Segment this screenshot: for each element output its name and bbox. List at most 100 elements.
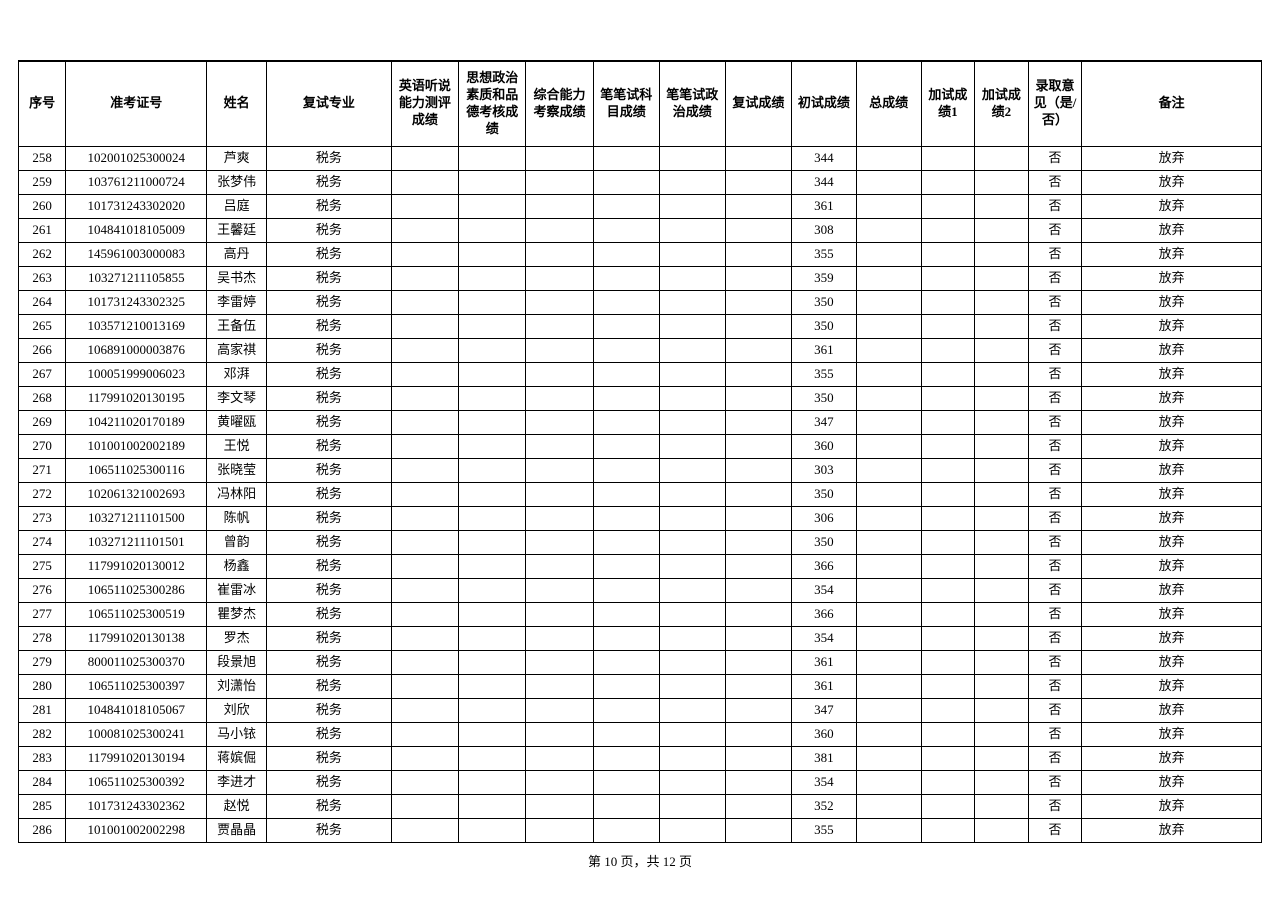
table-cell: 103571210013169: [66, 314, 207, 338]
table-cell: [459, 314, 526, 338]
col-remark: 备注: [1082, 61, 1262, 146]
table-cell: [459, 242, 526, 266]
table-cell: [921, 554, 975, 578]
table-cell: 否: [1028, 410, 1082, 434]
table-cell: 税务: [267, 410, 392, 434]
col-english: 英语听说能力测评成绩: [391, 61, 458, 146]
table-cell: [725, 722, 791, 746]
table-cell: 税务: [267, 338, 392, 362]
table-cell: 税务: [267, 434, 392, 458]
table-cell: [391, 770, 458, 794]
table-cell: [659, 218, 725, 242]
table-cell: [659, 530, 725, 554]
table-cell: [391, 434, 458, 458]
table-cell: [725, 338, 791, 362]
table-cell: [856, 650, 921, 674]
table-cell: 800011025300370: [66, 650, 207, 674]
table-cell: [659, 578, 725, 602]
table-cell: [725, 770, 791, 794]
table-cell: [975, 698, 1029, 722]
table-cell: 吕庭: [207, 194, 267, 218]
table-cell: [659, 650, 725, 674]
table-cell: 瞿梦杰: [207, 602, 267, 626]
table-cell: 106511025300286: [66, 578, 207, 602]
table-cell: [526, 218, 593, 242]
table-cell: [593, 242, 659, 266]
table-cell: 崔雷冰: [207, 578, 267, 602]
table-cell: 104841018105009: [66, 218, 207, 242]
table-cell: [659, 770, 725, 794]
table-cell: [659, 746, 725, 770]
table-cell: 281: [19, 698, 66, 722]
table-cell: [391, 554, 458, 578]
table-cell: [526, 746, 593, 770]
table-row: 280106511025300397刘潇怡税务361否放弃: [19, 674, 1262, 698]
table-cell: 352: [791, 794, 856, 818]
table-cell: [526, 530, 593, 554]
table-cell: [391, 482, 458, 506]
table-cell: [921, 458, 975, 482]
table-cell: 347: [791, 410, 856, 434]
table-cell: [856, 770, 921, 794]
table-cell: [856, 458, 921, 482]
table-cell: [856, 170, 921, 194]
table-cell: 350: [791, 314, 856, 338]
table-cell: [391, 314, 458, 338]
table-cell: [975, 194, 1029, 218]
table-row: 269104211020170189黄曜瓯税务347否放弃: [19, 410, 1262, 434]
table-cell: [391, 674, 458, 698]
table-cell: 103271211101500: [66, 506, 207, 530]
table-cell: [593, 458, 659, 482]
table-cell: [921, 386, 975, 410]
table-cell: [921, 818, 975, 842]
table-cell: 282: [19, 722, 66, 746]
col-retest: 复试成绩: [725, 61, 791, 146]
table-cell: [459, 146, 526, 170]
table-cell: [975, 602, 1029, 626]
table-cell: 104211020170189: [66, 410, 207, 434]
table-cell: [593, 170, 659, 194]
table-cell: [659, 434, 725, 458]
table-cell: [921, 626, 975, 650]
table-cell: 放弃: [1082, 314, 1262, 338]
table-cell: [856, 674, 921, 698]
table-cell: [975, 146, 1029, 170]
table-cell: [725, 434, 791, 458]
table-cell: 101731243302362: [66, 794, 207, 818]
table-cell: 101001002002298: [66, 818, 207, 842]
table-cell: 361: [791, 674, 856, 698]
table-cell: 否: [1028, 266, 1082, 290]
table-cell: [391, 698, 458, 722]
table-cell: 274: [19, 530, 66, 554]
table-cell: [459, 482, 526, 506]
table-cell: [593, 338, 659, 362]
table-cell: 101731243302020: [66, 194, 207, 218]
table-cell: 267: [19, 362, 66, 386]
table-cell: [975, 290, 1029, 314]
table-cell: [921, 218, 975, 242]
table-cell: 税务: [267, 578, 392, 602]
table-cell: [725, 530, 791, 554]
table-cell: 276: [19, 578, 66, 602]
table-cell: 罗杰: [207, 626, 267, 650]
table-cell: 税务: [267, 554, 392, 578]
table-cell: [526, 818, 593, 842]
table-cell: 354: [791, 578, 856, 602]
table-cell: 放弃: [1082, 362, 1262, 386]
table-cell: 芦爽: [207, 146, 267, 170]
table-row: 258102001025300024芦爽税务344否放弃: [19, 146, 1262, 170]
table-cell: [526, 386, 593, 410]
table-cell: 放弃: [1082, 434, 1262, 458]
table-cell: [659, 242, 725, 266]
table-cell: 税务: [267, 482, 392, 506]
table-cell: 284: [19, 770, 66, 794]
table-cell: [593, 506, 659, 530]
table-cell: [659, 314, 725, 338]
table-cell: 117991020130194: [66, 746, 207, 770]
table-cell: 放弃: [1082, 146, 1262, 170]
table-cell: 税务: [267, 242, 392, 266]
table-cell: [459, 218, 526, 242]
table-cell: [593, 434, 659, 458]
table-cell: [725, 458, 791, 482]
table-cell: 否: [1028, 746, 1082, 770]
